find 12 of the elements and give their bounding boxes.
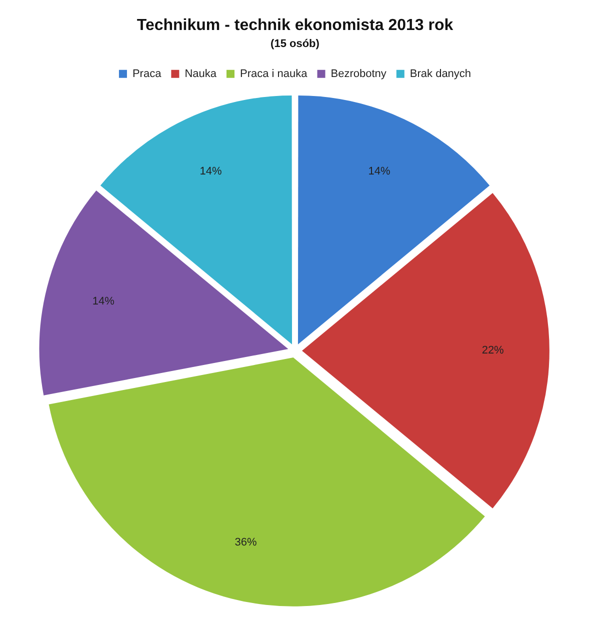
data-label: 22% (482, 344, 504, 357)
data-label: 14% (368, 166, 390, 178)
data-label: 36% (234, 536, 258, 548)
legend-label: Nauka (184, 68, 218, 80)
legend-label: Brak danych (410, 68, 472, 80)
data-label: 14% (92, 296, 115, 308)
chart-subtitle: (15 osób) (270, 38, 320, 50)
legend-label: Praca i nauka (240, 68, 308, 80)
legend-label: Bezrobotny (330, 68, 387, 80)
legend-label: Praca (132, 68, 162, 80)
chart-title: Technikum - technik ekonomista 2013 rok (136, 17, 454, 34)
data-label: 14% (200, 166, 222, 178)
